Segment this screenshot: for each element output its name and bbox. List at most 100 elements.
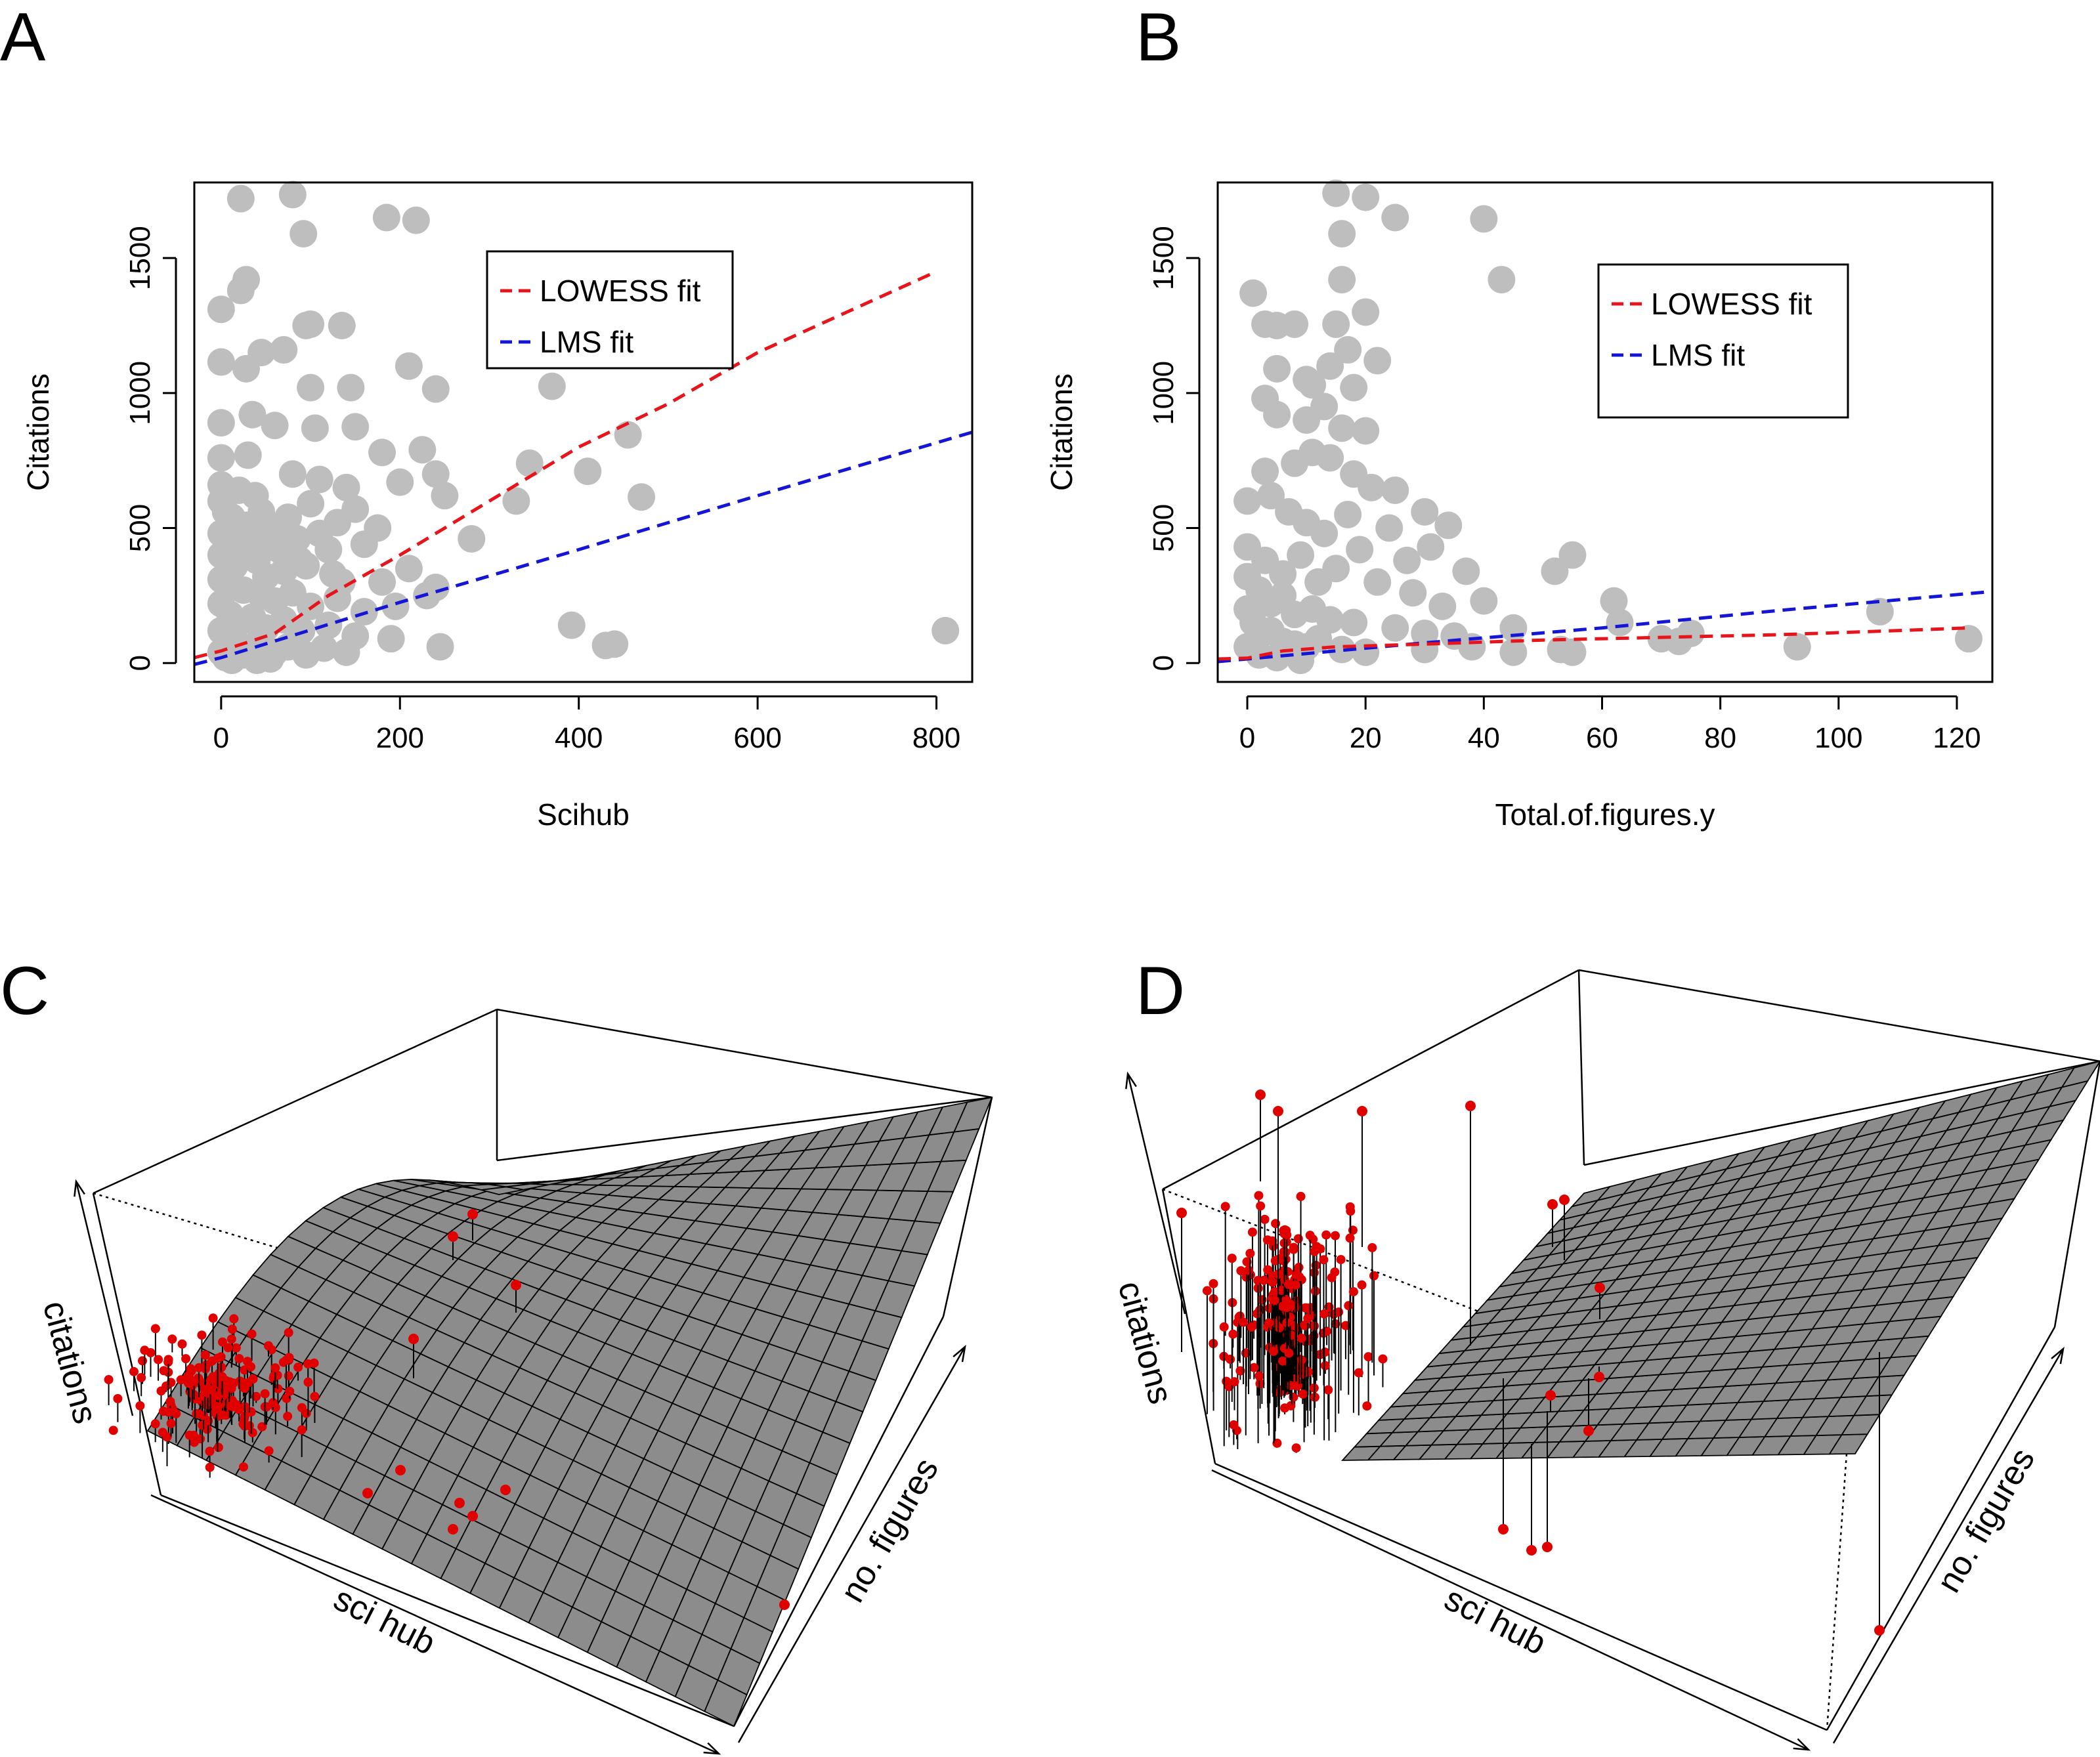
data-point bbox=[1558, 541, 1587, 569]
data-point-3d bbox=[1229, 1420, 1239, 1429]
data-point bbox=[207, 348, 235, 376]
y-tick-label: 1000 bbox=[124, 361, 156, 425]
citations-axis-title: citations bbox=[1111, 1277, 1180, 1408]
surface-facet bbox=[2061, 1061, 2100, 1088]
data-point-3d bbox=[1344, 1301, 1354, 1311]
data-point bbox=[328, 568, 356, 596]
data-point bbox=[314, 611, 343, 639]
data-point bbox=[1334, 500, 1362, 528]
data-point-3d bbox=[1264, 1318, 1274, 1328]
data-point-3d bbox=[162, 1432, 172, 1442]
data-point bbox=[1381, 203, 1409, 232]
data-point-3d bbox=[171, 1408, 181, 1418]
data-point-3d bbox=[1287, 1330, 1296, 1340]
fitted-surface bbox=[146, 1096, 993, 1727]
data-point bbox=[350, 530, 378, 559]
data-point-3d bbox=[1874, 1625, 1885, 1636]
data-point-3d bbox=[240, 1384, 249, 1393]
data-point bbox=[251, 562, 280, 591]
data-point bbox=[337, 373, 365, 402]
data-point bbox=[1328, 266, 1356, 294]
data-point-3d bbox=[1319, 1255, 1329, 1265]
data-point bbox=[241, 482, 269, 510]
point-layer bbox=[1176, 1090, 1885, 1636]
data-point-3d bbox=[1227, 1254, 1237, 1263]
data-point-3d bbox=[1465, 1101, 1476, 1111]
data-point bbox=[932, 616, 960, 645]
x-tick-label: 600 bbox=[733, 722, 781, 754]
axis-arrow-line bbox=[1126, 1073, 1186, 1315]
data-point-3d bbox=[408, 1334, 419, 1344]
data-point bbox=[368, 568, 396, 596]
data-point-3d bbox=[213, 1353, 223, 1363]
legend: LOWESS fit LMS fit bbox=[486, 250, 734, 370]
plot-frame bbox=[193, 181, 974, 683]
data-point bbox=[1558, 638, 1587, 666]
point-layer bbox=[1233, 179, 1982, 675]
y-tick-label: 0 bbox=[124, 655, 156, 671]
data-point bbox=[515, 449, 544, 477]
data-point-3d bbox=[247, 1329, 257, 1339]
y-tick-label: 1500 bbox=[124, 226, 156, 290]
data-point-3d bbox=[310, 1391, 320, 1401]
data-point-3d bbox=[511, 1280, 521, 1290]
data-point bbox=[386, 468, 414, 496]
box-edge bbox=[1826, 1326, 2056, 1731]
data-point-3d bbox=[1545, 1390, 1556, 1401]
data-point-3d bbox=[1310, 1392, 1319, 1402]
data-point-3d bbox=[1278, 1356, 1288, 1366]
y-axis-title: Citations bbox=[1044, 373, 1079, 491]
data-point-3d bbox=[1293, 1234, 1303, 1244]
data-point-3d bbox=[500, 1485, 511, 1495]
data-point-3d bbox=[1220, 1202, 1230, 1212]
y-axis-title: Citations bbox=[21, 373, 55, 491]
data-point-3d bbox=[283, 1411, 293, 1421]
data-point bbox=[234, 441, 262, 469]
data-point bbox=[395, 555, 423, 583]
data-point-3d bbox=[184, 1370, 194, 1380]
data-point-3d bbox=[248, 1374, 258, 1384]
data-point bbox=[332, 473, 360, 501]
data-point-3d bbox=[1327, 1273, 1337, 1282]
data-point-3d bbox=[150, 1324, 160, 1334]
axis-arrow-head bbox=[1125, 1071, 1137, 1090]
data-point-3d bbox=[1296, 1191, 1306, 1201]
data-point-3d bbox=[1357, 1106, 1367, 1116]
box-edge bbox=[2053, 1061, 2100, 1328]
data-point-3d bbox=[395, 1465, 406, 1475]
data-point bbox=[1954, 625, 1982, 653]
legend-lms-label: LMS fit bbox=[540, 325, 633, 359]
data-point bbox=[557, 611, 586, 639]
data-point-3d bbox=[159, 1366, 169, 1376]
legend-box bbox=[486, 250, 734, 370]
data-point-3d bbox=[467, 1511, 478, 1521]
data-point bbox=[297, 490, 325, 518]
data-point-3d bbox=[1259, 1275, 1269, 1285]
data-point-3d bbox=[1243, 1265, 1253, 1275]
data-point-3d bbox=[1498, 1524, 1509, 1535]
box-edge bbox=[496, 1008, 993, 1099]
data-point bbox=[1310, 392, 1339, 421]
data-point-3d bbox=[1310, 1246, 1319, 1256]
data-point bbox=[1606, 608, 1634, 637]
data-point bbox=[1363, 568, 1392, 596]
data-point bbox=[1352, 298, 1380, 326]
panel-c-3d-scatter: sci hub no. figures citations bbox=[35, 1008, 993, 1755]
box-edge-hidden bbox=[1826, 1453, 1848, 1731]
data-point bbox=[1316, 352, 1344, 380]
data-point-3d bbox=[1289, 1244, 1298, 1254]
data-point-3d bbox=[156, 1386, 166, 1396]
data-point bbox=[332, 638, 360, 666]
data-point-3d bbox=[135, 1401, 145, 1410]
data-point bbox=[1304, 625, 1333, 653]
data-point bbox=[1470, 587, 1498, 615]
data-point bbox=[1600, 587, 1628, 615]
data-point-3d bbox=[108, 1426, 118, 1435]
data-point-3d bbox=[129, 1366, 139, 1376]
data-point-3d bbox=[138, 1356, 148, 1366]
sci-hub-axis-title: sci hub bbox=[328, 1580, 441, 1662]
data-point bbox=[1783, 633, 1811, 661]
citations-axis-title: citations bbox=[35, 1297, 104, 1428]
data-point-3d bbox=[1254, 1371, 1264, 1381]
data-point-3d bbox=[104, 1375, 114, 1385]
